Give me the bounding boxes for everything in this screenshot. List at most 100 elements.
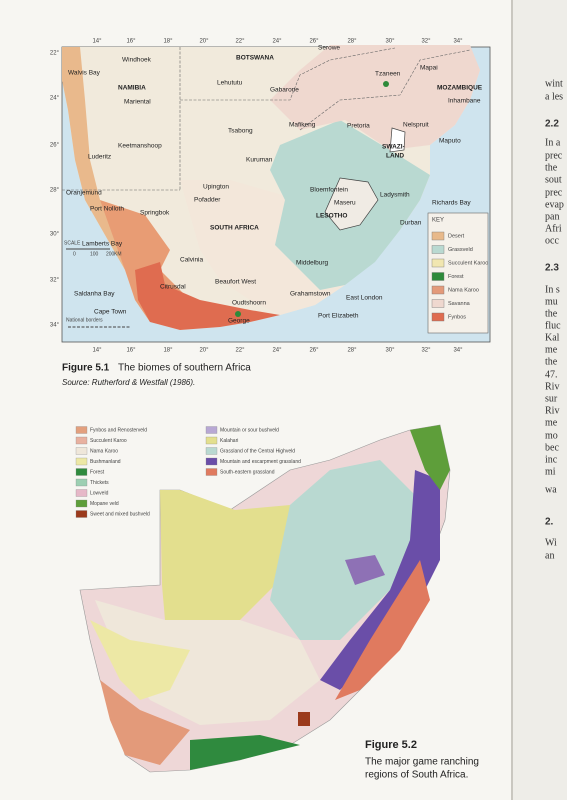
place-label: BOTSWANA xyxy=(236,55,274,62)
lat-tick-label: 34° xyxy=(50,323,60,329)
figure-source: Source: Rutherford & Westfall (1986). xyxy=(62,378,195,387)
text-fragment: evap xyxy=(545,199,564,210)
place-label: LESOTHO xyxy=(316,213,347,220)
legend-swatch xyxy=(75,510,88,518)
lon-tick-label: 14° xyxy=(92,348,102,354)
place-label: SWAZI- xyxy=(382,144,405,151)
text-fragment: me xyxy=(545,417,558,428)
legend-swatch xyxy=(205,447,218,455)
lon-tick-label: 30° xyxy=(385,348,395,354)
text-fragment: Riv xyxy=(545,381,559,392)
place-label: LAND xyxy=(386,153,404,160)
place-label: Grahamstown xyxy=(290,291,331,298)
lat-tick-label: 22° xyxy=(50,51,60,57)
text-fragment: sur xyxy=(545,393,558,404)
legend-label: Forest xyxy=(90,469,105,475)
text-fragment: 47. xyxy=(545,369,558,380)
place-label: Mapai xyxy=(420,65,438,72)
place-label: Bloemfontein xyxy=(310,187,348,194)
lon-tick-label: 32° xyxy=(421,348,431,354)
legend-swatch xyxy=(75,468,88,476)
lon-tick-label: 34° xyxy=(453,39,463,45)
text-fragment: wint xyxy=(545,78,563,89)
lon-tick-label: 28° xyxy=(347,39,357,45)
lat-tick-label: 24° xyxy=(50,96,60,102)
legend-label: Bushmanland xyxy=(90,459,121,465)
key-swatch xyxy=(431,272,445,281)
figure-label: Figure 5.1 xyxy=(62,363,110,374)
place-label: Walvis Bay xyxy=(68,70,101,77)
place-label: Middelburg xyxy=(296,260,329,267)
lon-tick-label: 24° xyxy=(272,348,282,354)
text-fragment: an xyxy=(545,550,554,561)
legend-swatch xyxy=(75,447,88,455)
place-label: Citrusdal xyxy=(160,284,186,291)
text-fragment: mo xyxy=(545,430,558,441)
legend-label: Mountain and escarpment grassland xyxy=(220,459,301,465)
place-label: Ladysmith xyxy=(380,192,410,199)
lon-tick-label: 34° xyxy=(453,348,463,354)
legend-swatch xyxy=(205,436,218,445)
legend-swatch xyxy=(75,457,88,466)
key-label: Grassveld xyxy=(448,247,473,253)
place-label: Tzaneen xyxy=(375,71,401,78)
lon-tick-label: 16° xyxy=(126,39,136,45)
text-fragment: a les xyxy=(545,91,563,102)
text-fragment: sout xyxy=(545,174,562,185)
place-label: Springbok xyxy=(140,210,170,217)
legend-label: Fynbos and Renosterveld xyxy=(90,427,147,433)
legend-swatch xyxy=(75,499,88,508)
place-label: SOUTH AFRICA xyxy=(210,225,259,232)
key-swatch xyxy=(431,285,445,295)
text-fragment: 2. xyxy=(545,517,554,528)
scale-label: 100 xyxy=(90,251,99,257)
place-label: Saldanha Bay xyxy=(74,291,115,298)
place-label: Upington xyxy=(203,184,229,191)
place-label: George xyxy=(228,318,250,325)
place-label: Maputo xyxy=(439,138,461,145)
lon-tick-label: 22° xyxy=(235,348,245,354)
place-label: Port Nolloth xyxy=(90,206,124,213)
figure-label: Figure 5.2 xyxy=(365,739,417,751)
figure-caption: The major game ranching xyxy=(365,757,479,768)
legend-label: Thickets xyxy=(90,480,109,486)
legend-label: Grassland of the Central Highveld xyxy=(220,448,295,454)
place-label: MOZAMBIQUE xyxy=(437,85,483,92)
key-swatch xyxy=(431,312,445,322)
legend-swatch xyxy=(205,426,218,434)
place-label: Beaufort West xyxy=(215,279,256,286)
place-label: Pretoria xyxy=(347,123,370,130)
text-fragment: mu xyxy=(545,296,558,307)
key-label: Succulent Karoo xyxy=(448,260,488,266)
place-label: Nelspruit xyxy=(403,122,429,129)
scale-label: 0 xyxy=(73,251,76,257)
lon-tick-label: 14° xyxy=(92,39,102,45)
text-fragment: pan xyxy=(545,211,559,222)
scale-label: KM xyxy=(114,251,122,257)
place-label: Mafikeng xyxy=(289,122,316,129)
key-label: Fynbos xyxy=(448,314,466,320)
place-label: Durban xyxy=(400,220,422,227)
text-fragment: prec xyxy=(545,150,563,161)
legend-label: Kalahari xyxy=(220,438,238,444)
text-fragment: In s xyxy=(545,284,560,295)
place-label: Oudtshoorn xyxy=(232,300,266,307)
place-label: Keetmanshoop xyxy=(118,143,162,150)
key-swatch xyxy=(431,245,445,254)
figure-caption: The biomes of southern Africa xyxy=(118,363,251,374)
legend-label: Succulent Karoo xyxy=(90,438,127,444)
key-swatch xyxy=(431,299,445,308)
lat-tick-label: 26° xyxy=(50,143,60,149)
place-label: Mariental xyxy=(124,99,151,106)
lon-tick-label: 18° xyxy=(163,39,173,45)
lon-tick-label: 22° xyxy=(235,39,245,45)
ranching-map xyxy=(79,424,451,773)
place-label: Maseru xyxy=(334,200,356,207)
text-fragment: Riv xyxy=(545,405,559,416)
legend-swatch xyxy=(75,426,88,434)
place-label: Pofadder xyxy=(194,197,221,204)
key-swatch xyxy=(431,258,445,268)
text-fragment: inc xyxy=(545,454,558,465)
place-label: Tsabong xyxy=(228,128,253,135)
